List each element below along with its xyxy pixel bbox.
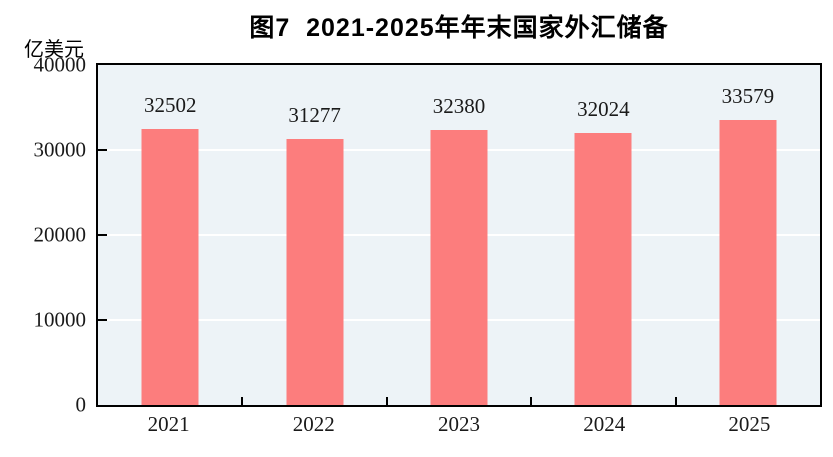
plot-inner: 32502 31277 32380 32024 33579 [98, 65, 820, 405]
x-tick-label: 2023 [438, 412, 480, 436]
x-axis-labels: 2021 2022 2023 2024 2025 [96, 412, 822, 444]
y-tick-mark [98, 234, 107, 236]
x-tick-mark [241, 397, 244, 405]
bar-slot: 31277 [242, 65, 386, 405]
x-tick-mark [674, 397, 677, 405]
y-tick-label: 30000 [33, 137, 87, 162]
bar-value-label: 33579 [721, 83, 775, 108]
x-tick-label: 2024 [583, 412, 626, 436]
bar [430, 129, 488, 405]
x-tick-mark [530, 397, 533, 405]
plot-area: 32502 31277 32380 32024 33579 [96, 63, 822, 407]
bar-slot: 32380 [387, 65, 531, 405]
y-tick-label: 20000 [33, 222, 87, 247]
y-axis-labels: 0 10000 20000 30000 40000 [0, 53, 87, 417]
bar-slot: 33579 [676, 65, 820, 405]
bar [286, 139, 344, 405]
bar-value-label: 32024 [577, 96, 630, 121]
bar-slot: 32502 [98, 65, 242, 405]
bar-value-label: 31277 [288, 103, 341, 128]
x-tick-label: 2022 [292, 412, 335, 436]
bar [719, 119, 777, 405]
bar-slot: 32024 [531, 65, 675, 405]
x-tick-mark [385, 397, 388, 405]
y-tick-label: 40000 [33, 52, 87, 77]
y-tick-label: 10000 [33, 307, 87, 332]
x-tick-label: 2025 [728, 412, 771, 436]
x-tick-label: 2021 [147, 412, 190, 436]
y-tick-label: 0 [75, 392, 87, 417]
y-axis-unit-label: 亿美元 [24, 39, 84, 61]
bar-value-label: 32380 [432, 93, 486, 118]
chart-title: 图7 2021-2025年年末国家外汇储备 [249, 14, 669, 42]
bar [574, 132, 632, 405]
bar [141, 128, 199, 405]
bars-row: 32502 31277 32380 32024 33579 [98, 65, 820, 405]
y-tick-mark [98, 149, 107, 151]
y-tick-mark [98, 319, 107, 321]
bar-value-label: 32502 [143, 92, 197, 117]
